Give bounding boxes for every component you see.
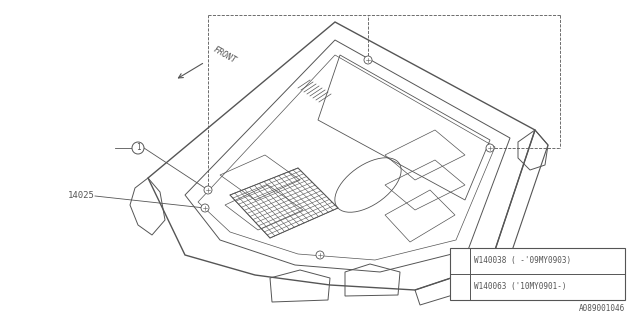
Circle shape <box>201 204 209 212</box>
Circle shape <box>132 142 144 154</box>
Circle shape <box>454 255 465 267</box>
Text: FRONT: FRONT <box>212 45 238 65</box>
Circle shape <box>316 251 324 259</box>
Text: W140063 ('10MY0901-): W140063 ('10MY0901-) <box>474 283 566 292</box>
Text: 1: 1 <box>458 283 462 292</box>
Circle shape <box>204 186 212 194</box>
Text: 14025: 14025 <box>68 191 95 201</box>
Circle shape <box>454 282 465 292</box>
Circle shape <box>486 144 494 152</box>
Circle shape <box>364 56 372 64</box>
Bar <box>450 248 625 300</box>
Text: 1: 1 <box>136 143 140 153</box>
Text: 1: 1 <box>458 257 462 266</box>
Text: W140038 ( -'09MY0903): W140038 ( -'09MY0903) <box>474 257 571 266</box>
Text: A089001046: A089001046 <box>579 304 625 313</box>
